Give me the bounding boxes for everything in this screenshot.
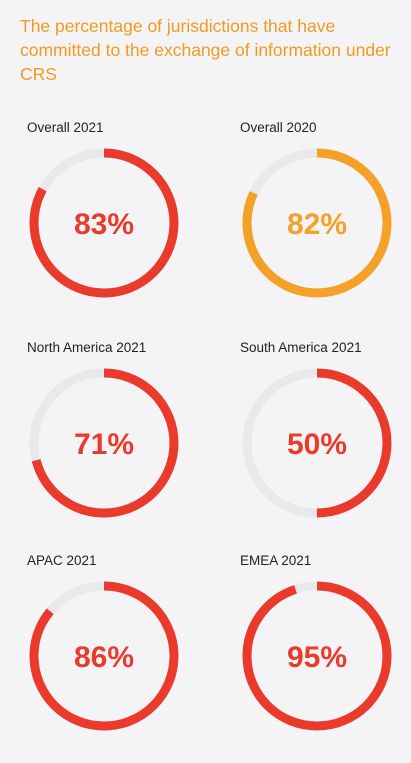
donut-percent-label: 83% [74,208,134,241]
donut-percent-label: 82% [287,208,347,241]
donut-value-arc [29,581,179,731]
donut-svg: 71% [29,368,179,518]
donut-svg: 82% [242,148,392,298]
donut-svg: 50% [242,368,392,518]
donut-percent-label: 86% [74,641,134,674]
donut-svg: 83% [29,148,179,298]
donut-ring: 82% [240,146,394,300]
donut-percent-label: 50% [287,428,347,461]
donut-label: APAC 2021 [27,553,97,568]
donut-percent-label: 71% [74,428,134,461]
chart-title: The percentage of jurisdictions that hav… [20,16,391,84]
donut-label: EMEA 2021 [240,553,312,568]
donut-ring: 95% [240,579,394,733]
donut-south-america-2021: South America 2021 50% [240,340,411,550]
donut-overall-2020: Overall 2020 82% [240,120,411,330]
donut-apac-2021: APAC 2021 86% [27,553,212,763]
donut-svg: 95% [242,581,392,731]
donut-value-arc [242,581,392,731]
donut-north-america-2021: North America 2021 71% [27,340,212,550]
donut-ring: 86% [27,579,181,733]
donut-svg: 86% [29,581,179,731]
donut-emea-2021: EMEA 2021 95% [240,553,411,763]
donut-label: South America 2021 [240,340,362,355]
donut-ring: 50% [240,366,394,520]
donut-percent-label: 95% [287,641,347,674]
donut-ring: 71% [27,366,181,520]
donut-value-arc [29,368,179,518]
donut-value-arc [242,148,392,298]
donut-label: North America 2021 [27,340,147,355]
donut-value-arc [29,148,179,298]
donut-overall-2021: Overall 2021 83% [27,120,212,330]
donut-label: Overall 2020 [240,120,317,135]
donut-ring: 83% [27,146,181,300]
donut-label: Overall 2021 [27,120,104,135]
donut-value-arc [242,368,392,518]
